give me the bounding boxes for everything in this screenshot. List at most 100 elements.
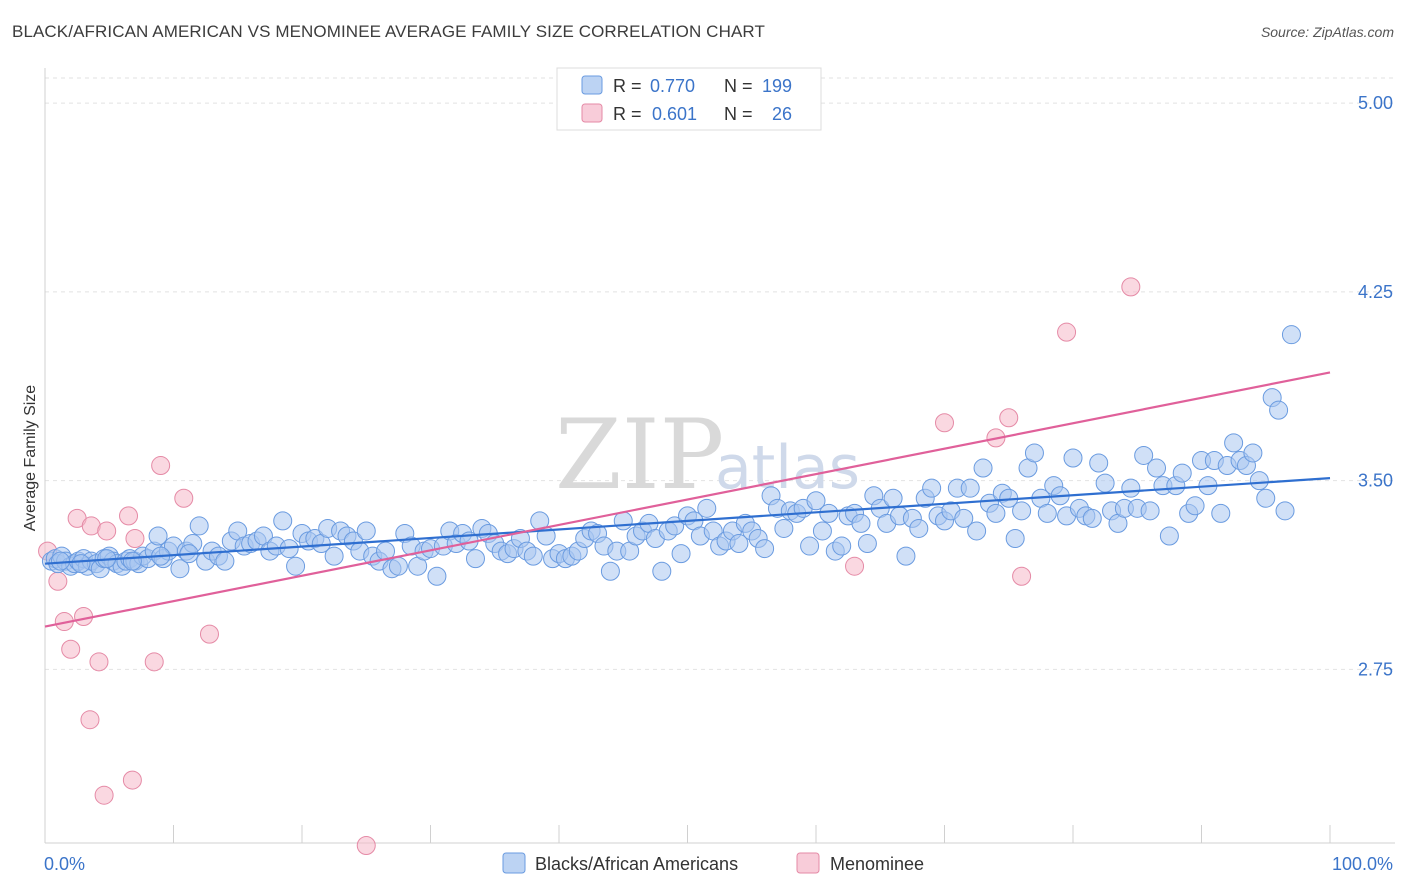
trendline-menominee	[44, 371, 1331, 628]
stats-swatch-blue	[581, 75, 603, 95]
y-tick-label: 4.25	[1358, 282, 1393, 302]
chart-title: BLACK/AFRICAN AMERICAN VS MENOMINEE AVER…	[12, 22, 765, 41]
data-point	[1224, 433, 1244, 453]
y-tick-label: 3.50	[1358, 471, 1393, 491]
data-point	[857, 534, 877, 554]
legend-swatch-blacks	[502, 852, 526, 874]
data-point	[729, 534, 749, 554]
trendline-blacks	[44, 477, 1331, 565]
legend-label-blacks: Blacks/African Americans	[535, 854, 738, 874]
data-point	[1037, 503, 1057, 523]
data-point	[1089, 453, 1109, 473]
data-point	[1134, 445, 1154, 465]
stats-r-value-2: 0.601	[652, 104, 697, 124]
data-point	[896, 546, 916, 566]
data-point	[1147, 458, 1167, 478]
stats-n-value-2: 26	[772, 104, 792, 124]
data-point	[1082, 508, 1102, 528]
data-point	[973, 458, 993, 478]
data-point	[960, 478, 980, 498]
y-tick-label: 5.00	[1358, 93, 1393, 113]
data-point	[1211, 503, 1231, 523]
data-point	[80, 710, 100, 730]
data-point	[883, 488, 903, 508]
x-tick-label: 0.0%	[44, 854, 85, 874]
data-point	[61, 639, 81, 659]
data-point	[427, 566, 447, 586]
y-axis-label: Average Family Size	[22, 385, 39, 532]
stats-r-label-1: R =	[613, 76, 642, 96]
data-point	[148, 526, 168, 546]
data-point	[1185, 496, 1205, 516]
data-point	[851, 513, 871, 533]
stats-r-value-1: 0.770	[650, 76, 695, 96]
data-point	[755, 539, 775, 559]
data-point	[1012, 566, 1032, 586]
data-point	[71, 554, 91, 574]
data-point	[1269, 400, 1289, 420]
data-point	[356, 836, 376, 856]
data-point	[909, 518, 929, 538]
y-tick-label: 2.75	[1358, 659, 1393, 679]
data-point	[935, 413, 954, 433]
data-point	[774, 518, 794, 538]
data-point	[999, 408, 1019, 428]
data-point	[189, 516, 209, 536]
data-point	[600, 561, 620, 581]
data-point	[1057, 322, 1077, 342]
stats-n-value-1: 199	[762, 76, 792, 96]
data-point	[1281, 325, 1301, 345]
data-point	[1121, 277, 1141, 297]
data-point	[74, 607, 94, 627]
data-point	[1275, 501, 1295, 521]
stats-r-label-2: R =	[613, 104, 642, 124]
data-point	[89, 652, 109, 672]
data-point	[151, 456, 171, 476]
data-point	[324, 546, 344, 566]
data-point	[273, 511, 293, 531]
data-point	[122, 551, 142, 571]
data-point	[1249, 471, 1269, 491]
data-point	[1024, 443, 1044, 463]
gridlines	[45, 77, 1395, 670]
data-point	[986, 503, 1006, 523]
data-point	[286, 556, 306, 576]
data-point	[832, 536, 852, 556]
stats-n-label-2: N =	[724, 104, 753, 124]
data-point	[845, 556, 865, 576]
source-credit: Source: ZipAtlas.com	[1260, 24, 1394, 40]
data-point	[94, 785, 114, 805]
data-point	[356, 521, 376, 541]
data-point	[1140, 501, 1160, 521]
data-point	[125, 529, 145, 549]
axes	[44, 68, 1395, 844]
stats-swatch-pink	[581, 103, 603, 123]
data-point	[1159, 526, 1179, 546]
trendlines	[44, 371, 1331, 628]
data-point	[388, 556, 408, 576]
data-point	[1012, 501, 1032, 521]
legend-label-menominee: Menominee	[830, 854, 924, 874]
data-point	[144, 652, 164, 672]
data-point	[170, 559, 190, 579]
stats-box: R = 0.770 N = 199 R = 0.601 N = 26	[556, 67, 822, 131]
data-point	[1256, 488, 1276, 508]
watermark-zip: ZIP	[555, 399, 724, 511]
data-point	[800, 536, 820, 556]
data-point	[1243, 443, 1263, 463]
data-point	[465, 549, 485, 569]
data-point	[523, 546, 543, 566]
data-point	[812, 521, 832, 541]
data-point	[954, 508, 974, 528]
data-point	[967, 521, 987, 541]
watermark-atlas: atlas	[715, 433, 860, 503]
data-point	[1172, 463, 1192, 483]
data-point	[922, 478, 942, 498]
data-point	[97, 521, 117, 541]
stats-n-label-1: N =	[724, 76, 753, 96]
x-tick-label: 100.0%	[1332, 854, 1393, 874]
data-point	[122, 770, 142, 790]
data-point	[215, 551, 235, 571]
legend-swatch-menominee	[796, 852, 820, 874]
